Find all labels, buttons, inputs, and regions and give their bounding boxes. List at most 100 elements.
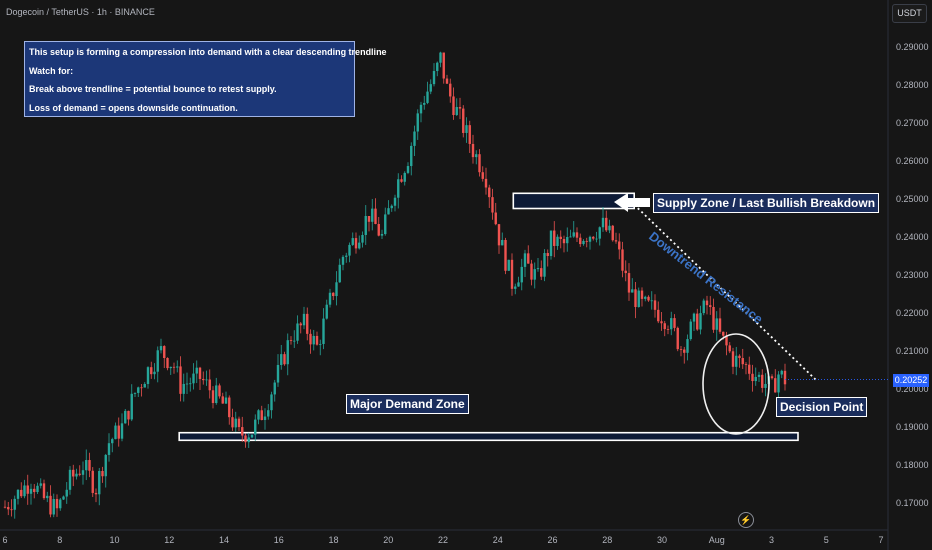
candle-body [582,240,585,245]
price-tick-label: 0.24000 [896,232,929,242]
setup-note: This setup is forming a compression into… [24,41,387,117]
candle-body [579,237,582,245]
candle-body [705,300,709,306]
candle-body [215,385,218,404]
candle-body [527,253,530,264]
candle-body [16,489,20,499]
candle-body [488,187,491,198]
candle-body [306,313,309,334]
candle-body [621,249,624,271]
candle-body [374,208,377,225]
candle-body [185,383,189,385]
candle-body [244,435,247,443]
candle-body [107,443,111,455]
candle-body [94,492,98,495]
candle-body [176,366,179,368]
candle-body [543,253,546,277]
candle-body [81,470,85,475]
candle-body [393,197,397,206]
candle-body [468,125,471,144]
candle-body [208,379,211,391]
candle-body [725,335,728,346]
left-arrow-icon [614,193,650,212]
candle-body [299,323,302,326]
candle-body [91,470,94,493]
candle-body [234,418,237,428]
candle-body [761,374,764,388]
price-axis[interactable]: 0.29000 0.28000 0.27000 0.26000 0.25000 0.240… [896,42,929,508]
candle-body [757,374,761,377]
candle-body [709,305,712,307]
candle-body [33,488,36,493]
candle-body [72,469,75,477]
lightning-bolt-icon[interactable]: ⚡ [738,512,754,528]
last-price-tag: 0.20252 [893,374,929,387]
candle-body [523,253,527,267]
candle-body [195,367,198,374]
candle-body [644,296,647,299]
time-tick-label: 28 [602,535,612,545]
candle-body [780,370,783,375]
candle-body [3,506,7,508]
candle-body [657,309,660,322]
candle-body [241,427,244,436]
candle-body [130,393,133,420]
candle-body [481,172,484,179]
candle-body [179,366,182,394]
candle-body [237,418,241,428]
candle-body [413,131,416,146]
candle-body [111,439,114,444]
candle-body [507,259,510,271]
candle-body [575,232,579,238]
zones-layer [178,192,799,442]
candle-body [598,227,601,239]
candle-body [406,166,410,173]
time-axis[interactable]: 6 8 10 12 14 16 18 20 22 24 26 28 30 Aug 3 5 7 [2,535,883,545]
candle-body [289,340,293,341]
candle-body [735,355,738,367]
candle-body [46,495,49,499]
currency-button[interactable]: USDT [892,4,927,23]
candle-body [666,329,670,330]
candle-body [358,242,361,249]
candle-body [7,507,10,510]
candle-body [442,52,445,79]
candle-body [530,263,533,280]
candle-body [315,335,319,345]
candle-body [384,214,387,235]
note-line: Watch for: [29,65,74,76]
candle-body [686,339,689,353]
candle-body [377,224,380,236]
candle-body [624,270,627,274]
candle-body [348,244,351,256]
candle-body [20,489,23,497]
price-tick-label: 0.22000 [896,308,929,318]
candle-body [345,255,348,257]
time-tick-label: 30 [657,535,667,545]
candle-body [211,390,215,404]
price-tick-label: 0.17000 [896,498,929,508]
candle-body [78,473,81,475]
candle-body [744,364,748,365]
price-tick-label: 0.28000 [896,80,929,90]
candle-body [322,318,325,344]
candle-body [280,354,283,365]
candle-body [205,379,208,381]
candle-body [127,410,130,420]
candle-body [738,355,741,359]
candle-body [715,318,718,330]
candle-body [465,125,468,133]
candle-body [588,236,592,242]
candle-body [55,498,59,509]
candle-body [614,240,618,242]
candle-body [478,154,481,173]
candle-body [221,396,224,404]
candle-body [88,460,91,471]
candle-body [601,217,605,228]
candle-body [380,234,384,236]
candle-body [631,289,634,293]
candle-body [309,333,312,345]
candle-body [361,234,364,243]
candle-body [699,313,702,330]
time-tick-label: 22 [438,535,448,545]
